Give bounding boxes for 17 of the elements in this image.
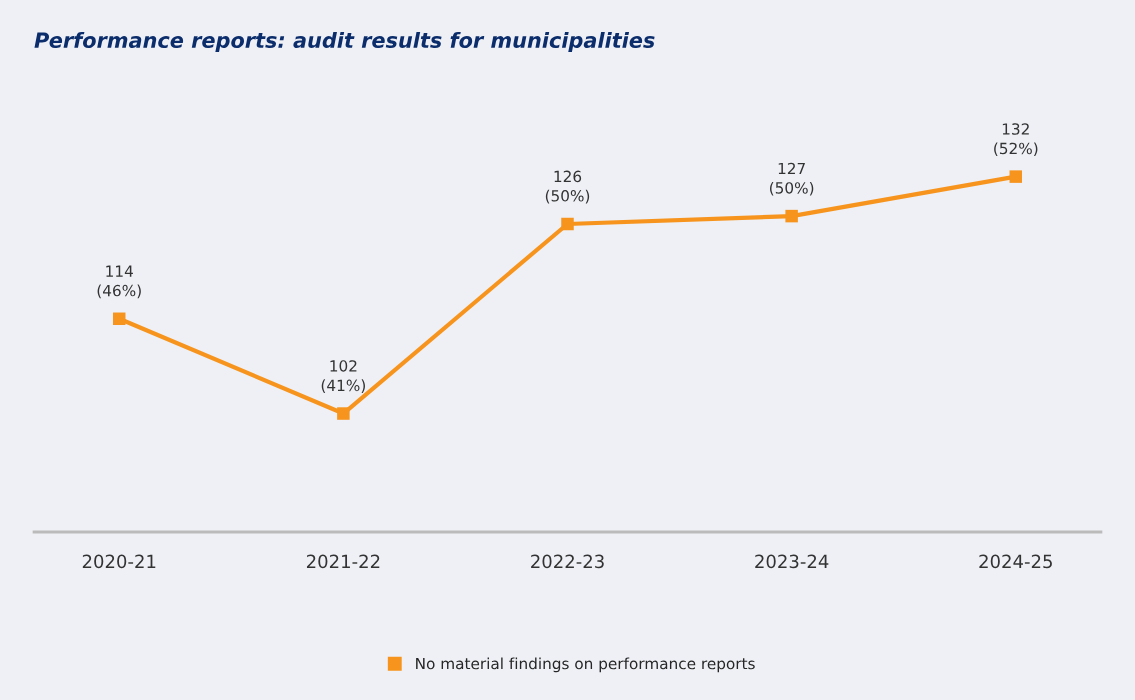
data-label: 127 (50%) bbox=[770, 162, 814, 196]
legend-label: No material findings on performance reports bbox=[416, 657, 755, 673]
point bbox=[561, 217, 574, 231]
data-label: 132 (52%) bbox=[994, 123, 1038, 157]
point bbox=[1009, 170, 1023, 183]
x-tick-label: 2022-23 bbox=[531, 554, 604, 569]
data-label: 114 (46%) bbox=[97, 265, 141, 299]
x-tick-label: 2020-21 bbox=[82, 554, 156, 569]
data-label: 126 (50%) bbox=[545, 170, 590, 204]
point bbox=[337, 407, 350, 420]
x-tick-label: 2024-25 bbox=[979, 554, 1052, 569]
chart-title: Performance reports: audit results for municipalities bbox=[34, 31, 655, 53]
data-label: 102 (41%) bbox=[321, 360, 365, 393]
x-tick-label: 2021-22 bbox=[306, 554, 380, 569]
point bbox=[112, 312, 126, 326]
point bbox=[785, 209, 798, 223]
x-tick-label: 2023-24 bbox=[755, 554, 829, 569]
